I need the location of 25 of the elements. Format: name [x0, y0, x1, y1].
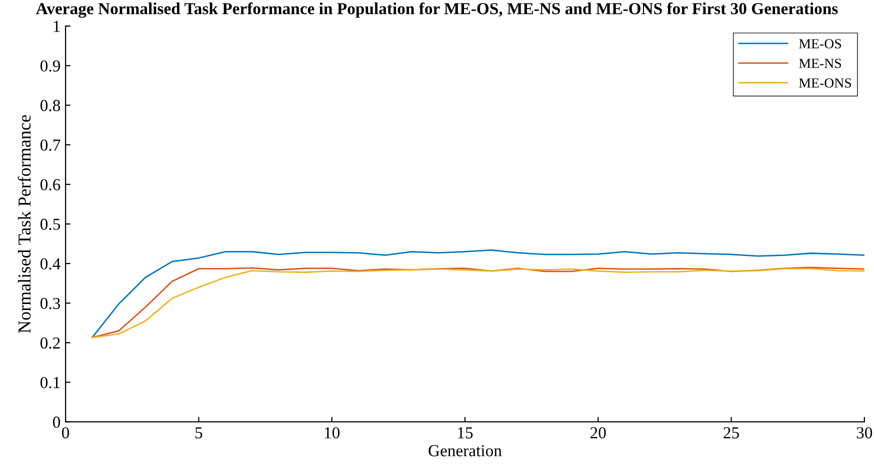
y-tick-label: 0.2 [40, 337, 60, 349]
x-tick-label: 20 [590, 427, 606, 438]
y-tick-label: 1 [54, 20, 60, 32]
y-tick-label: 0 [52, 416, 60, 428]
legend-label: ME-ONS [799, 78, 852, 88]
y-axis-title: Normalised Task Performance [18, 115, 31, 333]
x-tick-label: 15 [458, 427, 473, 438]
chart-title: Average Normalised Task Performance in Population for ME-OS, ME-NS and ME-ONS for First 30 Generations [36, 2, 838, 18]
y-tick-label: 0.1 [40, 376, 60, 388]
x-tick-label: 0 [62, 427, 70, 438]
y-tick-label: 0.7 [40, 140, 60, 151]
x-axis-title: Generation [428, 445, 502, 456]
y-tick-label: 0.4 [40, 258, 60, 270]
x-tick-label: 5 [195, 427, 202, 438]
y-tick-label: 0.6 [40, 179, 60, 190]
y-tick-label: 0.3 [40, 298, 60, 310]
x-tick-label: 30 [856, 427, 872, 438]
x-tick-label: 25 [724, 427, 739, 438]
y-tick-label: 0.9 [40, 60, 60, 72]
x-tick-label: 10 [324, 427, 340, 438]
y-tick-label: 0.8 [40, 100, 60, 112]
y-tick-label: 0.5 [40, 218, 60, 230]
legend-label: ME-OS [799, 39, 841, 48]
line-series [91, 249, 864, 338]
legend-label: ME-NS [799, 58, 841, 68]
